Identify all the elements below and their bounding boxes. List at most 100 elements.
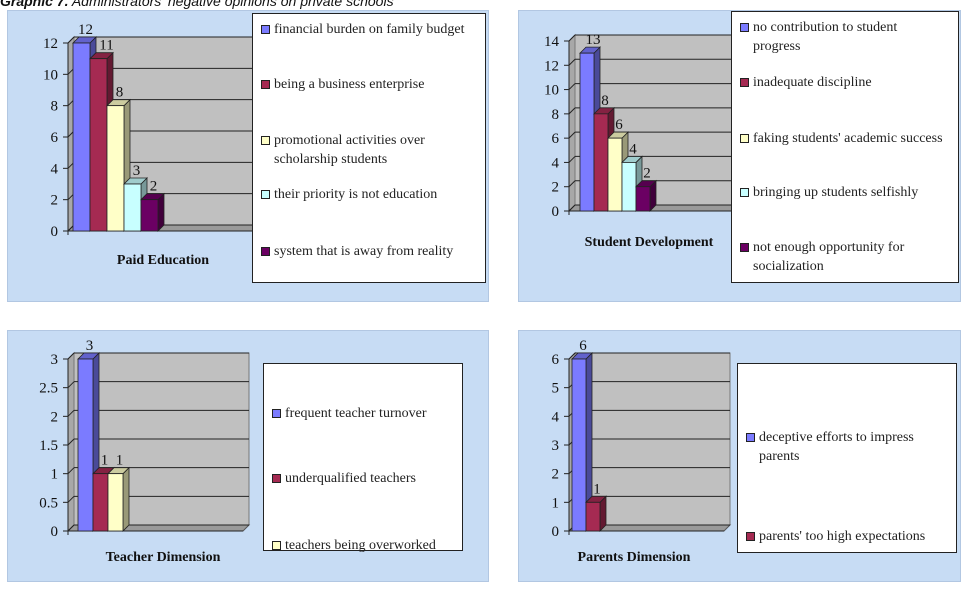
y-tick-label: 0 — [552, 524, 560, 540]
bar-front — [92, 473, 109, 532]
legend-swatch — [740, 134, 749, 143]
x-axis-title: Paid Education — [116, 253, 210, 268]
chart-plot-area: 0 1 2 3 4 5 6 6 1 — [552, 338, 732, 540]
gridline-depth — [568, 204, 576, 212]
chart-panel-student-development: 0 2 4 6 8 10 12 14 13 8 6 4 2 Student Development no c… — [518, 10, 961, 302]
legend-label: their priority is not education — [274, 187, 438, 202]
y-tick-label: 8 — [552, 107, 560, 123]
legend-swatch — [272, 474, 281, 483]
gridline-depth — [67, 524, 75, 532]
bar-front — [77, 358, 94, 532]
gridline-depth — [568, 156, 576, 163]
gridline-depth — [67, 438, 75, 446]
bar-front — [571, 358, 587, 532]
legend-label: frequent teacher turnover — [285, 406, 427, 421]
bar-parents-too-high-expectations — [585, 495, 607, 532]
bar-front — [107, 473, 124, 532]
y-tick-label: 1.5 — [39, 438, 58, 454]
legend-label: faking students' academic success — [753, 131, 943, 146]
figure-caption-text: Administrators' negative opinions on pri… — [68, 0, 394, 9]
data-label-teachers-being-overworked: 1 — [116, 453, 124, 469]
y-tick-label: 12 — [43, 36, 58, 52]
y-tick-label: 14 — [544, 34, 560, 50]
legend-swatch — [740, 23, 749, 32]
bar-side — [122, 466, 130, 532]
bar-front — [106, 105, 125, 232]
data-label-inadequate-discipline: 8 — [601, 93, 609, 109]
legend-swatch — [746, 532, 755, 541]
y-tick-label: 3 — [51, 352, 59, 368]
y-tick-label: 6 — [552, 131, 560, 147]
gridline-depth — [568, 352, 576, 360]
x-axis-title: Student Development — [584, 235, 714, 250]
data-label-financial-burden-on-family-budget: 12 — [78, 22, 93, 38]
bar-front — [607, 137, 623, 212]
bar-front — [140, 199, 159, 232]
data-label-bringing-up-students-selfishly: 4 — [629, 141, 637, 157]
legend-label: bringing up students selfishly — [753, 185, 919, 200]
legend-label: not enough opportunity for socialization — [753, 240, 905, 274]
bar-front — [635, 186, 651, 212]
gridline-depth — [568, 58, 576, 66]
y-tick-label: 0 — [552, 204, 560, 220]
legend-label: system that is away from reality — [274, 244, 454, 259]
y-tick-label: 0 — [51, 524, 59, 540]
gridline-depth — [67, 352, 75, 360]
bar-front — [585, 501, 601, 532]
legend-label: financial burden on family budget — [274, 22, 465, 37]
legend-swatch — [261, 190, 270, 199]
gridline-depth — [67, 381, 75, 389]
y-tick-label: 0 — [51, 224, 59, 240]
legend-label: no contribution to student progress — [753, 20, 898, 54]
legend-swatch — [740, 243, 749, 252]
legend-label: deceptive efforts to impress parents — [759, 430, 914, 464]
legend-label: underqualified teachers — [285, 471, 416, 486]
data-label-being-a-business-enterprise: 11 — [99, 38, 113, 54]
plot-side-wall — [568, 33, 576, 213]
bar-system-that-is-away-from-reality — [140, 192, 165, 232]
legend-swatch — [272, 409, 281, 418]
gridline-depth — [568, 180, 576, 188]
y-tick-label: 2 — [552, 467, 560, 483]
bar-frequent-teacher-turnover — [77, 352, 100, 532]
y-tick-label: 12 — [544, 58, 559, 74]
data-label-their-priority-is-not-education: 3 — [133, 163, 141, 179]
data-label-not-enough-opportunity-for-socialization: 2 — [643, 166, 651, 182]
y-tick-label: 0.5 — [39, 495, 58, 511]
chart-panel-teacher-dimension: 0 0.5 1 1.5 2 2.5 3 3 1 1 Teacher Dimension frequen… — [7, 330, 489, 582]
legend-swatch — [740, 78, 749, 87]
y-tick-label: 6 — [552, 352, 560, 368]
chart-legend: frequent teacher turnover underqualified … — [263, 363, 463, 553]
legend-label: parents' too high expectations — [759, 529, 926, 544]
gridline-depth — [568, 131, 576, 139]
figure-caption-label: Graphic 7. — [0, 0, 69, 9]
chart-legend: no contribution to student progress inade… — [731, 11, 959, 283]
y-tick-label: 4 — [552, 409, 560, 425]
y-tick-label: 3 — [552, 438, 560, 454]
figure-caption: Graphic 7. Administrators' negative opin… — [0, 0, 394, 9]
bar-front — [72, 42, 91, 232]
legend-swatch — [272, 541, 281, 550]
y-tick-label: 2.5 — [39, 381, 58, 397]
x-axis-title: Teacher Dimension — [105, 550, 221, 565]
gridline-depth — [568, 34, 576, 42]
chart-legend: deceptive efforts to impress parents pare… — [737, 363, 957, 553]
y-tick-label: 2 — [552, 180, 560, 196]
legend-swatch — [261, 25, 270, 34]
chart-panel-parents-dimension: 0 1 2 3 4 5 6 6 1 Parents Dimension deceptive effo… — [518, 330, 961, 582]
y-tick-label: 1 — [552, 495, 560, 511]
data-label-faking-students-academic-success: 6 — [615, 117, 623, 133]
y-tick-label: 10 — [544, 83, 559, 99]
legend-swatch — [261, 80, 270, 89]
bar-teachers-being-overworked — [107, 466, 130, 532]
legend-label: promotional activities over scholarship … — [274, 133, 425, 167]
data-label-system-that-is-away-from-reality: 2 — [150, 179, 158, 195]
x-axis-title: Parents Dimension — [577, 550, 691, 565]
y-tick-label: 4 — [51, 161, 59, 177]
gridline-depth — [67, 495, 75, 503]
gridline-depth — [568, 107, 576, 115]
bar-front — [579, 52, 595, 212]
